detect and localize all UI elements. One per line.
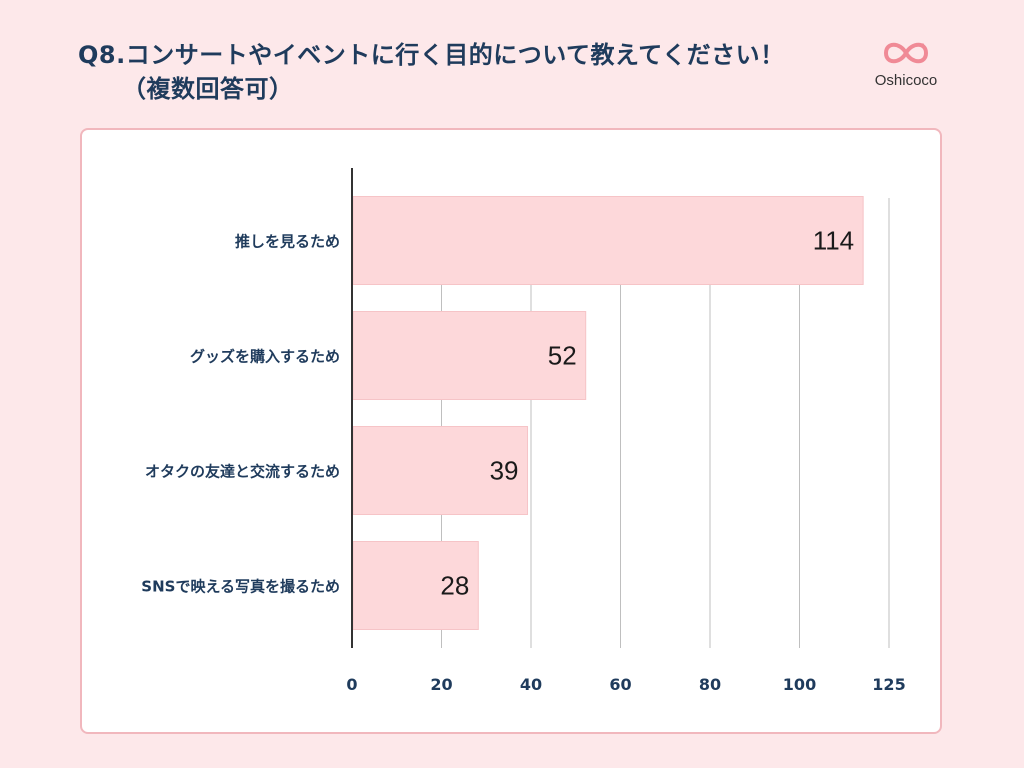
category-label: グッズを購入するため — [190, 348, 340, 366]
x-tick-label: 0 — [346, 675, 357, 694]
labels: 0 20 40 60 80 100 125 114 推しを見るため 52 グッズを購入するため 39 オ… — [141, 226, 905, 695]
category-label: 推しを見るため — [235, 233, 340, 251]
chart-card: 0 20 40 60 80 100 125 114 推しを見るため 52 グッズを購入するため 39 オ… — [80, 128, 942, 734]
x-tick-label: 60 — [609, 675, 631, 694]
bars — [352, 196, 864, 630]
brand-name: Oshicoco — [874, 72, 938, 89]
chart-title: Q8.コンサートやイベントに行く目的について教えてください！ （複数回答可） — [78, 38, 785, 106]
category-label: SNSで映える写真を撮るため — [141, 578, 340, 596]
oshicoco-logo: Oshicoco — [866, 36, 946, 89]
title-line-2: （複数回答可） — [122, 75, 294, 103]
x-tick-label: 20 — [430, 675, 452, 694]
x-tick-label: 80 — [699, 675, 721, 694]
value-label: 52 — [548, 341, 577, 371]
bar-4 — [352, 541, 479, 630]
bar-1 — [352, 196, 864, 285]
infinity-heart-icon — [884, 42, 928, 64]
value-label: 39 — [490, 456, 519, 486]
category-label: オタクの友達と交流するため — [145, 463, 340, 481]
bar-chart: 0 20 40 60 80 100 125 114 推しを見るため 52 グッズを購入するため 39 オ… — [141, 168, 906, 695]
x-tick-label: 100 — [783, 675, 816, 694]
x-tick-label: 125 — [872, 675, 905, 694]
value-label: 28 — [440, 571, 469, 601]
bar-3 — [352, 426, 529, 515]
x-tick-label: 40 — [520, 675, 542, 694]
value-label: 114 — [813, 226, 854, 256]
bar-2 — [352, 311, 587, 400]
title-line-1: Q8.コンサートやイベントに行く目的について教えてください！ — [78, 41, 785, 69]
